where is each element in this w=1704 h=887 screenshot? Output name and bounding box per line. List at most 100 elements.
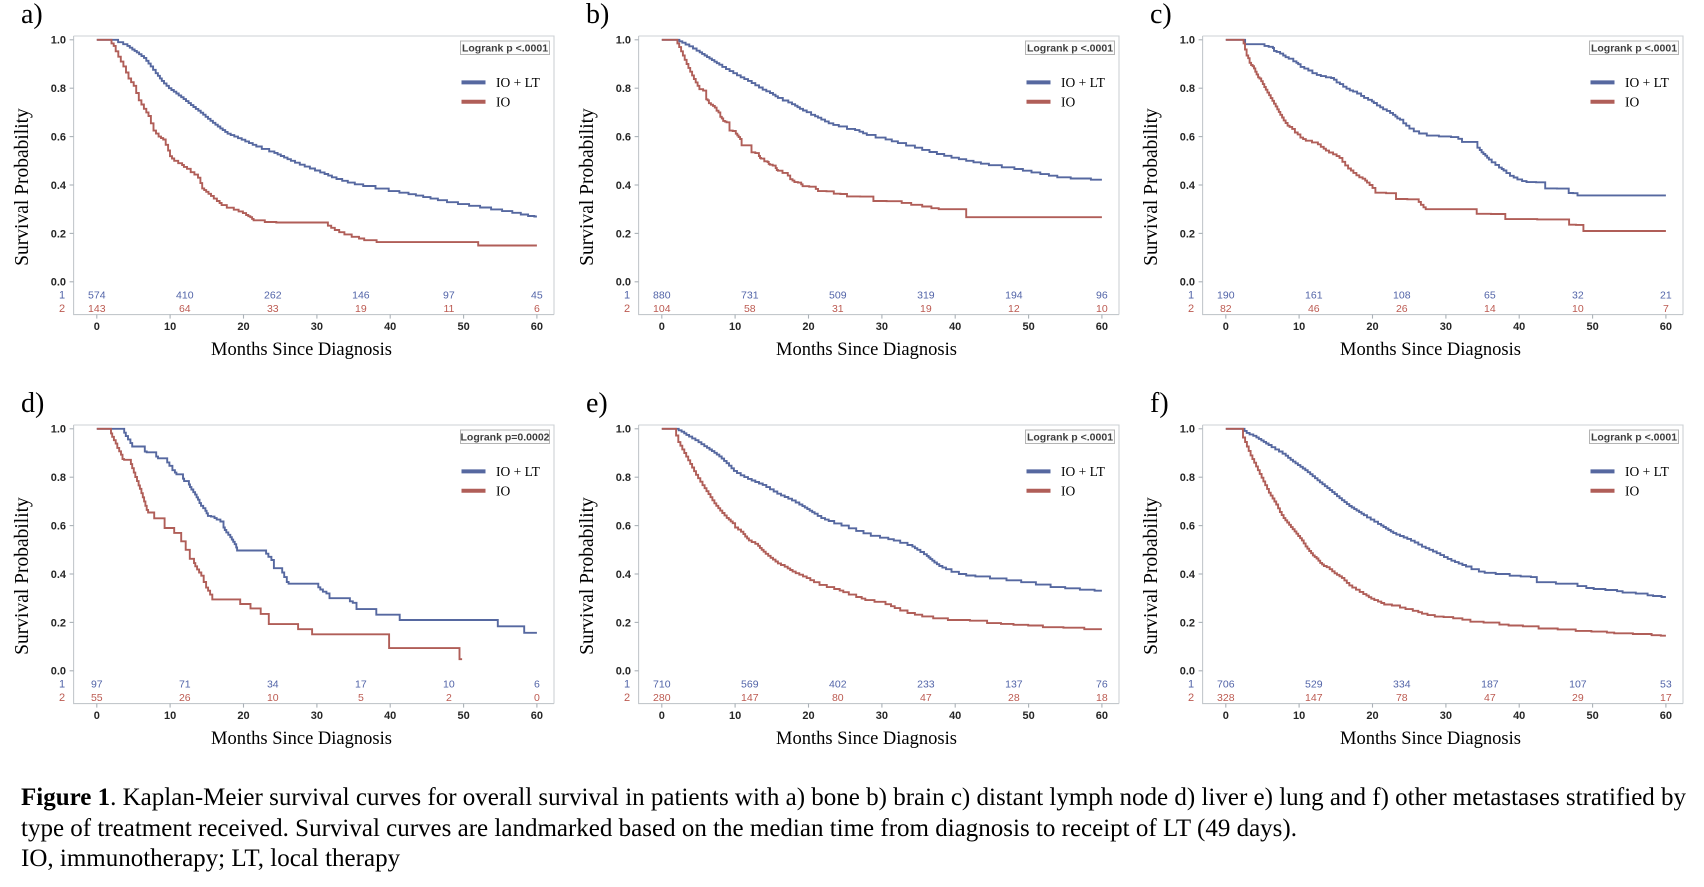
svg-text:0: 0 [534, 692, 540, 704]
svg-text:0.2: 0.2 [1179, 228, 1194, 240]
svg-text:Survival Probability: Survival Probability [12, 108, 33, 266]
svg-text:IO: IO [1061, 94, 1075, 109]
svg-text:2: 2 [59, 303, 65, 315]
svg-text:569: 569 [741, 678, 759, 690]
svg-text:Months Since Diagnosis: Months Since Diagnosis [776, 729, 957, 749]
svg-text:19: 19 [355, 303, 367, 315]
svg-text:319: 319 [917, 289, 935, 301]
svg-text:880: 880 [653, 289, 671, 301]
svg-text:143: 143 [88, 303, 106, 315]
svg-text:30: 30 [1439, 321, 1451, 333]
svg-text:147: 147 [1305, 692, 1323, 704]
svg-text:0.4: 0.4 [51, 569, 67, 581]
svg-text:10: 10 [164, 710, 176, 722]
svg-text:50: 50 [1586, 321, 1598, 333]
svg-text:26: 26 [179, 692, 191, 704]
svg-text:40: 40 [384, 321, 396, 333]
svg-text:53: 53 [1660, 678, 1672, 690]
svg-text:65: 65 [1484, 289, 1496, 301]
svg-text:0.2: 0.2 [51, 617, 66, 629]
svg-text:50: 50 [1022, 321, 1034, 333]
svg-text:5: 5 [358, 692, 364, 704]
svg-text:12: 12 [1008, 303, 1020, 315]
svg-text:0.6: 0.6 [1179, 520, 1194, 532]
svg-text:Logrank p <.0001: Logrank p <.0001 [1027, 42, 1113, 54]
svg-text:262: 262 [264, 289, 282, 301]
svg-text:30: 30 [311, 321, 323, 333]
svg-text:32: 32 [1572, 289, 1584, 301]
svg-text:IO + LT: IO + LT [1625, 75, 1670, 90]
svg-text:71: 71 [179, 678, 191, 690]
svg-text:97: 97 [91, 678, 103, 690]
svg-text:0.8: 0.8 [1179, 472, 1194, 484]
svg-text:Logrank p <.0001: Logrank p <.0001 [1027, 431, 1113, 443]
svg-text:30: 30 [1439, 710, 1451, 722]
svg-text:76: 76 [1096, 678, 1108, 690]
svg-text:10: 10 [1096, 303, 1108, 315]
svg-text:0.4: 0.4 [1179, 569, 1195, 581]
svg-text:194: 194 [1005, 289, 1023, 301]
svg-text:60: 60 [1096, 710, 1108, 722]
svg-text:0.4: 0.4 [616, 569, 632, 581]
svg-text:Months Since Diagnosis: Months Since Diagnosis [776, 340, 957, 360]
svg-text:21: 21 [1660, 289, 1672, 301]
svg-text:0: 0 [1222, 321, 1228, 333]
svg-text:19: 19 [920, 303, 932, 315]
svg-text:1.0: 1.0 [51, 423, 66, 435]
svg-text:Survival Probability: Survival Probability [12, 497, 33, 655]
svg-text:7: 7 [1663, 303, 1669, 315]
svg-text:1.0: 1.0 [51, 35, 66, 47]
svg-text:0.0: 0.0 [616, 665, 631, 677]
svg-text:2: 2 [1188, 303, 1194, 315]
svg-text:60: 60 [1659, 321, 1671, 333]
svg-text:20: 20 [237, 710, 249, 722]
svg-text:14: 14 [1484, 303, 1496, 315]
svg-text:58: 58 [744, 303, 756, 315]
svg-text:2: 2 [624, 303, 630, 315]
svg-text:e): e) [586, 389, 608, 419]
svg-text:Months Since Diagnosis: Months Since Diagnosis [1340, 340, 1521, 360]
svg-text:1: 1 [59, 289, 65, 301]
svg-text:0.2: 0.2 [1179, 617, 1194, 629]
svg-text:31: 31 [832, 303, 844, 315]
svg-text:Survival Probability: Survival Probability [577, 497, 598, 655]
svg-text:0.4: 0.4 [51, 180, 67, 192]
svg-text:147: 147 [741, 692, 759, 704]
svg-text:34: 34 [267, 678, 279, 690]
svg-text:137: 137 [1005, 678, 1023, 690]
svg-text:20: 20 [237, 321, 249, 333]
svg-text:60: 60 [531, 321, 543, 333]
svg-text:Survival Probability: Survival Probability [1141, 108, 1162, 266]
svg-text:1: 1 [59, 678, 65, 690]
svg-text:f): f) [1150, 389, 1169, 419]
svg-text:402: 402 [829, 678, 847, 690]
svg-text:107: 107 [1569, 678, 1587, 690]
svg-text:d): d) [21, 389, 44, 419]
svg-text:40: 40 [1513, 710, 1525, 722]
svg-text:706: 706 [1217, 678, 1235, 690]
svg-text:60: 60 [531, 710, 543, 722]
svg-text:50: 50 [1022, 710, 1034, 722]
svg-text:33: 33 [267, 303, 279, 315]
svg-text:0.4: 0.4 [1179, 180, 1195, 192]
svg-text:0.8: 0.8 [51, 83, 66, 95]
svg-text:574: 574 [88, 289, 106, 301]
svg-text:45: 45 [531, 289, 543, 301]
svg-text:0.6: 0.6 [1179, 132, 1194, 144]
svg-text:161: 161 [1305, 289, 1323, 301]
svg-text:1.0: 1.0 [616, 423, 631, 435]
svg-text:1.0: 1.0 [1179, 35, 1194, 47]
svg-text:2: 2 [624, 692, 630, 704]
svg-text:0.6: 0.6 [51, 520, 66, 532]
svg-text:80: 80 [832, 692, 844, 704]
svg-text:0: 0 [659, 321, 665, 333]
svg-text:82: 82 [1220, 303, 1232, 315]
svg-text:1: 1 [1188, 289, 1194, 301]
svg-text:0: 0 [94, 321, 100, 333]
svg-text:0.8: 0.8 [1179, 83, 1194, 95]
svg-text:334: 334 [1393, 678, 1411, 690]
svg-text:IO + LT: IO + LT [1061, 75, 1106, 90]
svg-text:IO: IO [496, 483, 510, 498]
svg-text:0.0: 0.0 [1179, 665, 1194, 677]
svg-text:26: 26 [1396, 303, 1408, 315]
